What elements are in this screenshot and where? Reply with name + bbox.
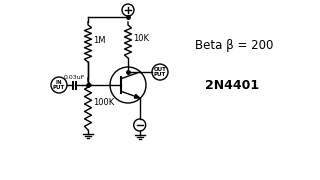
Text: Beta β = 200: Beta β = 200 (195, 39, 273, 51)
Text: 0.03uF: 0.03uF (64, 75, 85, 80)
Text: IN
PUT: IN PUT (53, 80, 65, 90)
Text: OUT
PUT: OUT PUT (154, 67, 166, 77)
Text: 100K: 100K (93, 98, 114, 107)
Text: 10K: 10K (133, 33, 149, 42)
Polygon shape (134, 94, 140, 98)
Text: 2N4401: 2N4401 (205, 78, 259, 91)
Text: 1M: 1M (93, 35, 106, 44)
